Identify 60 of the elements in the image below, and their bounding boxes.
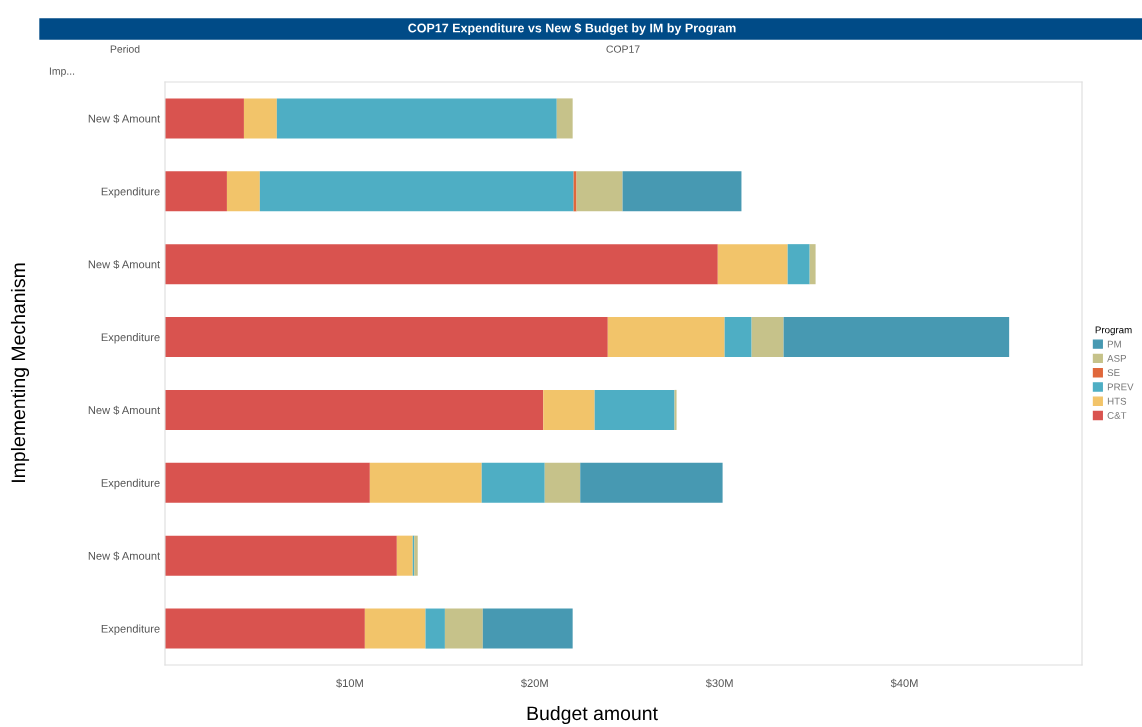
bar xyxy=(717,244,788,285)
bar xyxy=(444,608,483,649)
bar xyxy=(396,535,413,576)
y-tick-label: New $ Amount xyxy=(88,114,161,124)
y-tick-label: Expenditure xyxy=(101,333,160,344)
legend-label: SE xyxy=(1107,369,1120,377)
y-tick-label: New $ Amount xyxy=(88,259,161,269)
bar xyxy=(165,171,227,212)
bar xyxy=(259,171,574,212)
legend-label: PREV xyxy=(1107,383,1134,391)
bar xyxy=(165,608,365,649)
bar xyxy=(425,608,445,649)
y-tick-label: New $ Amount xyxy=(88,551,161,561)
bar xyxy=(580,462,723,503)
bar xyxy=(165,462,370,503)
y-tick-label: Expenditure xyxy=(101,478,160,490)
bar xyxy=(594,389,675,430)
bar xyxy=(622,171,742,212)
chart-title: COP17 Expenditure vs New $ Budget by IM by Program xyxy=(408,23,736,35)
bar xyxy=(607,317,725,358)
x-tick-label: $40M xyxy=(890,678,918,688)
y-tick-label: Expenditure xyxy=(101,187,160,198)
bar xyxy=(165,317,608,358)
legend-label: PM xyxy=(1107,340,1121,348)
text: COP17 xyxy=(606,45,640,53)
text: Imp... xyxy=(49,67,75,77)
bar xyxy=(369,462,482,503)
text: Period xyxy=(110,45,140,53)
bar xyxy=(364,608,426,649)
bar xyxy=(276,98,557,139)
bar xyxy=(751,317,784,358)
legend-label: ASP xyxy=(1107,354,1127,362)
legend-label: C&T xyxy=(1107,412,1127,419)
bar xyxy=(165,389,544,430)
x-axis-title: Budget amount xyxy=(527,705,658,725)
bar xyxy=(724,317,752,358)
x-tick-label: $10M xyxy=(336,678,363,688)
legend-title: Program xyxy=(1095,326,1132,336)
bar xyxy=(556,98,573,139)
bar xyxy=(787,244,810,285)
bar xyxy=(674,389,677,430)
bar xyxy=(481,462,545,503)
y-axis-title: Implementing Mechanism xyxy=(10,263,30,482)
bar xyxy=(543,389,595,430)
x-tick-label: $20M xyxy=(520,678,548,688)
bar xyxy=(226,171,260,212)
bar xyxy=(576,171,623,212)
bar xyxy=(809,244,816,285)
bar xyxy=(165,535,397,576)
bar xyxy=(573,171,577,212)
bar xyxy=(544,462,581,503)
bar xyxy=(165,98,244,139)
bar xyxy=(243,98,277,139)
bar xyxy=(482,608,573,649)
legend-label: HTS xyxy=(1107,397,1127,405)
bar xyxy=(783,317,1010,358)
y-tick-label: New $ Amount xyxy=(88,405,161,415)
y-tick-label: Expenditure xyxy=(101,624,160,635)
x-tick-label: $30M xyxy=(705,678,733,688)
bar xyxy=(165,244,718,285)
